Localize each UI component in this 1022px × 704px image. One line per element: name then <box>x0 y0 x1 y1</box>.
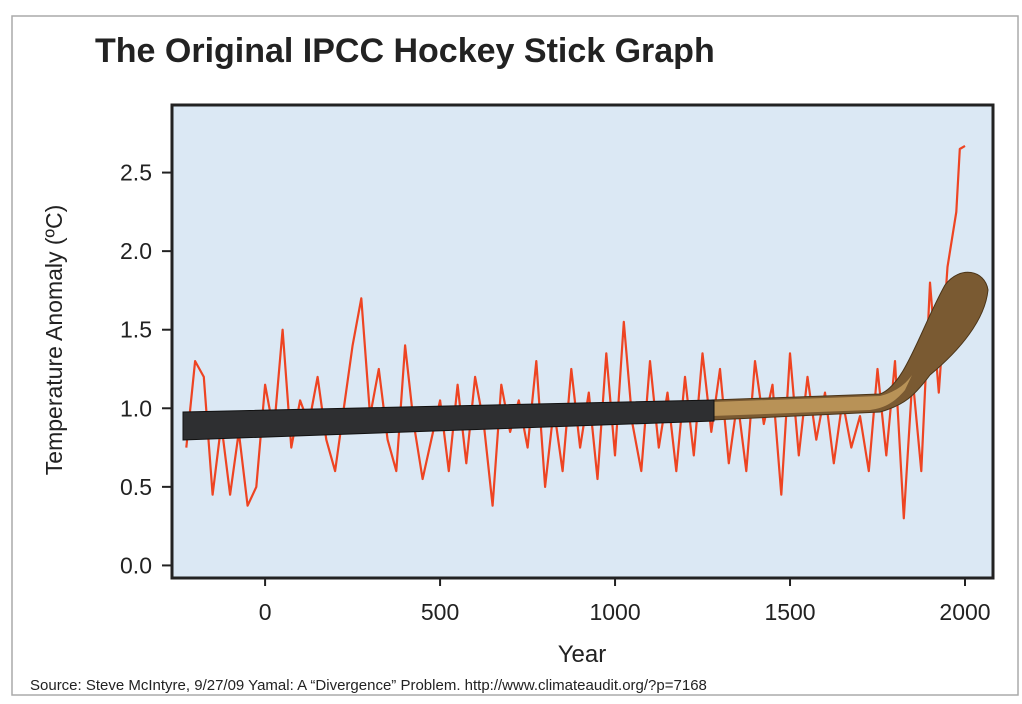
y-axis-label: Temperature Anomaly (ºC) <box>41 205 67 475</box>
x-tick-label: 1000 <box>589 599 640 625</box>
x-axis-label: Year <box>558 641 607 668</box>
x-tick-label: 1500 <box>764 599 815 625</box>
x-tick-label: 2000 <box>939 599 990 625</box>
y-tick-label: 2.0 <box>120 238 152 264</box>
y-tick-label: 1.5 <box>120 317 152 343</box>
y-tick-label: 0.5 <box>120 474 152 500</box>
x-tick-label: 0 <box>259 599 272 625</box>
y-tick-label: 1.0 <box>120 395 152 421</box>
x-tick-label: 500 <box>421 599 459 625</box>
chart-title: The Original IPCC Hockey Stick Graph <box>95 32 715 70</box>
plot-area <box>172 105 993 578</box>
y-tick-label: 0.0 <box>120 552 152 578</box>
source-note: Source: Steve McIntyre, 9/27/09 Yamal: A… <box>30 677 707 694</box>
chart: The Original IPCC Hockey Stick Graph Yea… <box>0 0 1022 699</box>
y-tick-label: 2.5 <box>120 160 152 186</box>
